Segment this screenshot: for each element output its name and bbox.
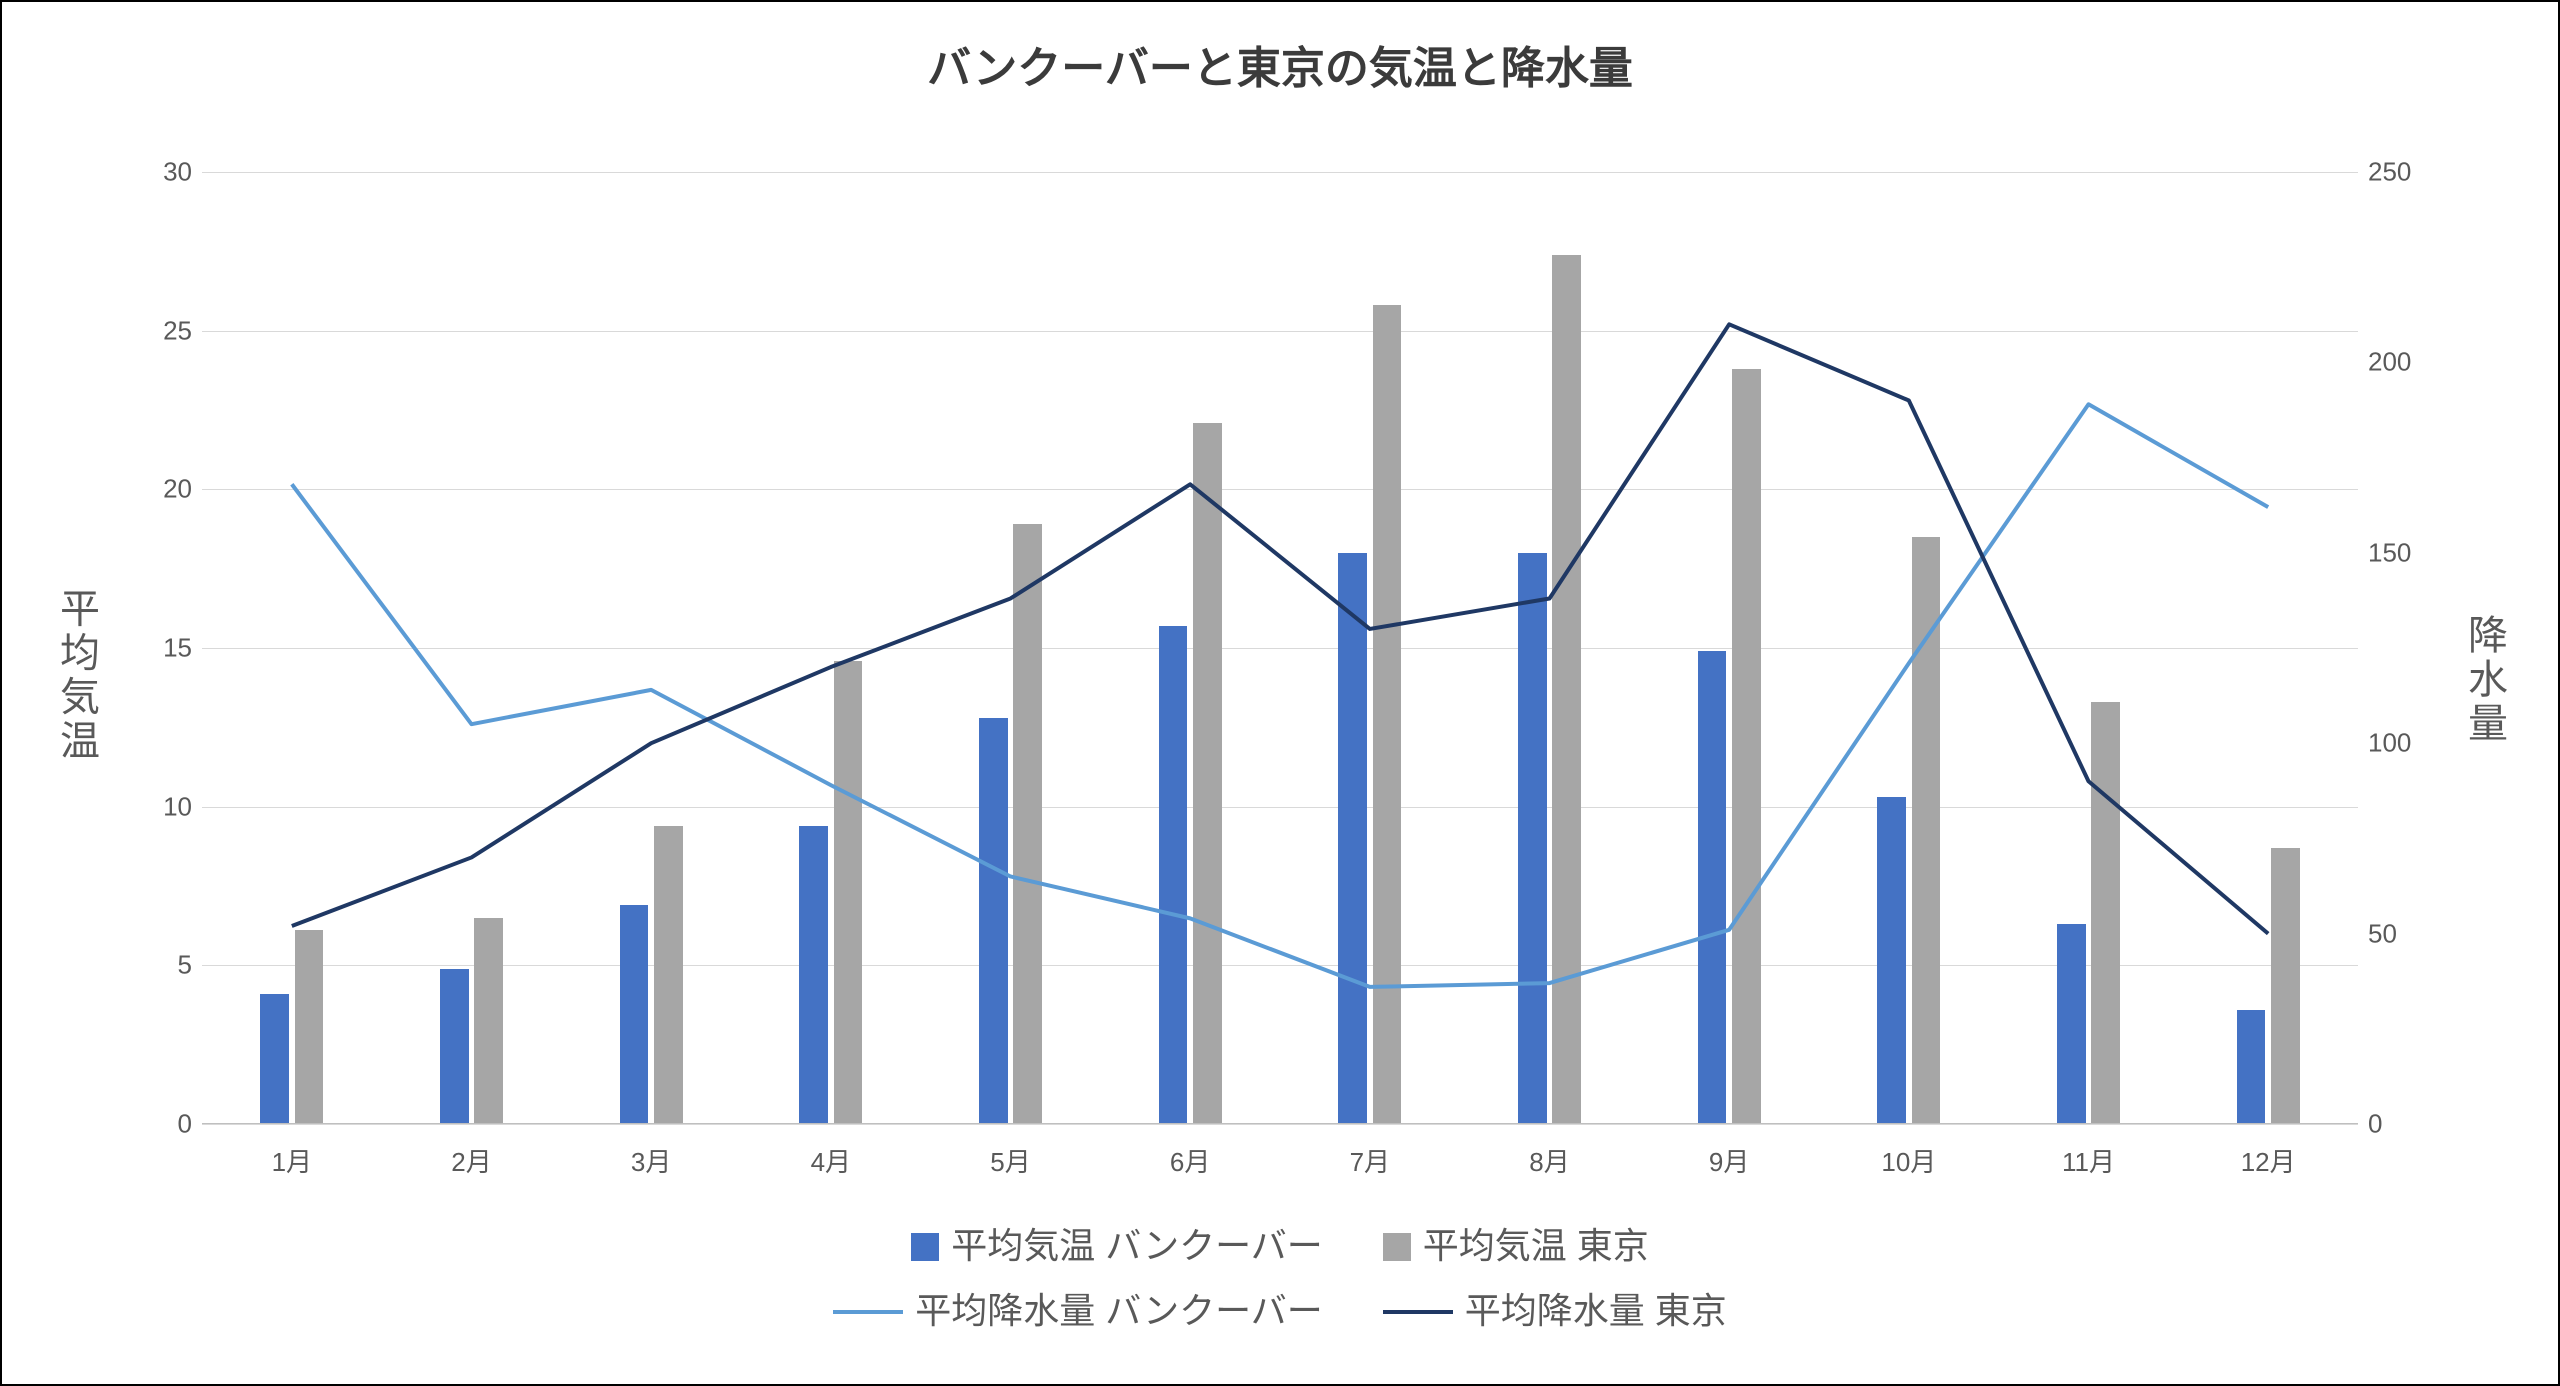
x-tick: 11月 [2062,1142,2115,1179]
y-tick-right: 250 [2368,157,2428,188]
x-tick: 1月 [272,1142,312,1179]
legend-swatch-bar [911,1233,939,1261]
x-tick: 12月 [2241,1142,2296,1179]
legend-item-temp-vancouver: 平均気温 バンクーバー [911,1214,1322,1279]
legend-row-lines: 平均降水量 バンクーバー 平均降水量 東京 [2,1279,2558,1344]
line-series [292,404,2268,987]
x-tick: 9月 [1709,1142,1749,1179]
y-tick-left: 25 [132,315,192,346]
y-tick-left: 30 [132,157,192,188]
legend-label: 平均降水量 バンクーバー [915,1279,1322,1344]
baseline [202,1123,2358,1124]
y-axis-right-label: 降水量 [2455,614,2513,746]
x-tick: 6月 [1170,1142,1210,1179]
y-tick-left: 20 [132,474,192,505]
legend-row-bars: 平均気温 バンクーバー 平均気温 東京 [2,1214,2558,1279]
y-tick-left: 5 [132,950,192,981]
x-axis: 1月2月3月4月5月6月7月8月9月10月11月12月 [202,1134,2358,1174]
x-tick: 4月 [811,1142,851,1179]
line-series [292,324,2268,933]
gridline [202,1124,2358,1125]
x-tick: 8月 [1529,1142,1569,1179]
legend-swatch-line [1383,1310,1453,1314]
x-tick: 2月 [451,1142,491,1179]
chart-container: バンクーバーと東京の気温と降水量 平均気温 降水量 0 5 10 15 20 25 30 0… [0,0,2560,1386]
plot-area [202,172,2358,1124]
legend-label: 平均気温 東京 [1423,1214,1649,1279]
y-tick-right: 200 [2368,347,2428,378]
y-tick-right: 0 [2368,1109,2428,1140]
y-axis-left-label: 平均気温 [47,587,105,763]
y-tick-left: 15 [132,633,192,664]
x-tick: 10月 [1881,1142,1936,1179]
legend-label: 平均降水量 東京 [1465,1279,1727,1344]
legend-label: 平均気温 バンクーバー [951,1214,1322,1279]
legend-item-temp-tokyo: 平均気温 東京 [1383,1214,1649,1279]
y-axis-left: 051015202530 [132,172,192,1124]
x-tick: 5月 [990,1142,1030,1179]
y-tick-right: 150 [2368,537,2428,568]
y-tick-right: 50 [2368,918,2428,949]
legend-swatch-line [833,1310,903,1314]
chart-title: バンクーバーと東京の気温と降水量 [2,32,2558,96]
x-tick: 3月 [631,1142,671,1179]
legend-item-precip-vancouver: 平均降水量 バンクーバー [833,1279,1322,1344]
legend-swatch-bar [1383,1233,1411,1261]
y-tick-left: 10 [132,791,192,822]
legend-item-precip-tokyo: 平均降水量 東京 [1383,1279,1727,1344]
y-tick-left: 0 [132,1109,192,1140]
legend: 平均気温 バンクーバー 平均気温 東京 平均降水量 バンクーバー 平均降水量 東… [2,1214,2558,1344]
lines-layer [202,172,2358,1124]
y-tick-right: 100 [2368,728,2428,759]
y-axis-right: 050100150200250 [2368,172,2428,1124]
x-tick: 7月 [1350,1142,1390,1179]
